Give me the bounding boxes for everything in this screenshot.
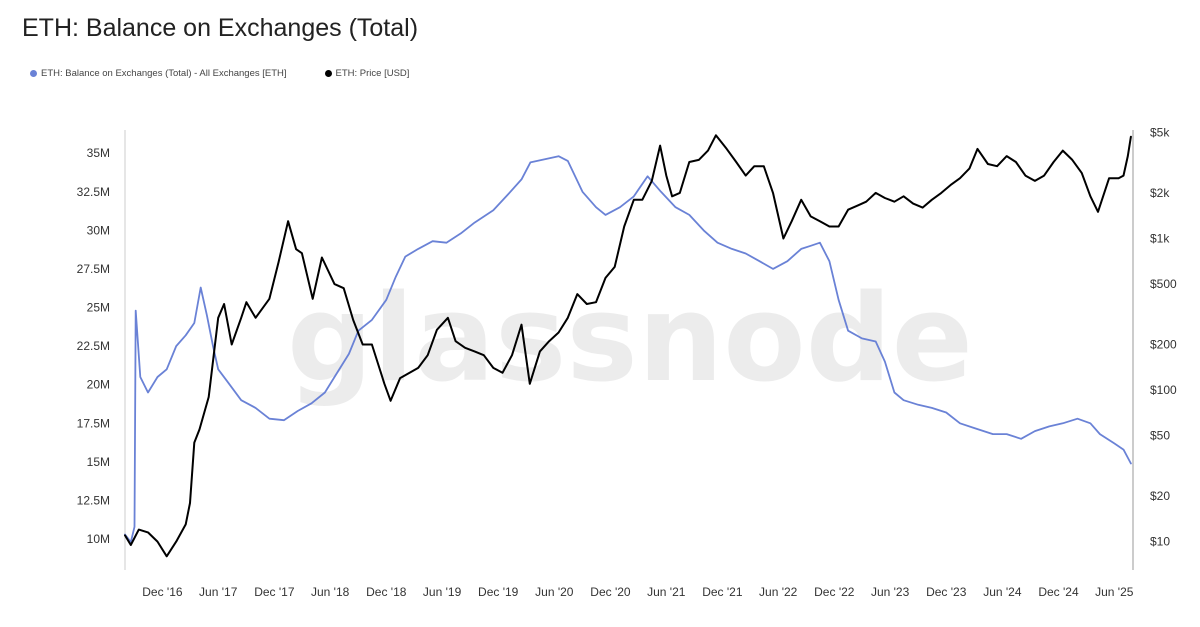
left-tick-label: 12.5M <box>77 494 110 508</box>
legend-dot-price <box>324 70 332 77</box>
legend-item-balance[interactable]: ETH: Balance on Exchanges (Total) - All … <box>30 68 287 79</box>
left-tick-label: 27.5M <box>77 262 110 276</box>
right-tick-label: $500 <box>1150 277 1177 291</box>
right-tick-label: $1k <box>1150 232 1170 246</box>
left-tick-label: 20M <box>87 378 110 392</box>
x-tick-label: Dec '16 <box>142 585 183 599</box>
left-tick-label: 30M <box>87 223 110 237</box>
right-tick-label: $20 <box>1150 489 1170 503</box>
x-tick-label: Dec '18 <box>366 585 407 599</box>
x-tick-label: Jun '21 <box>647 585 686 599</box>
right-tick-label: $5k <box>1150 126 1170 140</box>
x-tick-label: Dec '23 <box>926 585 967 599</box>
left-tick-label: 35M <box>87 146 110 160</box>
x-tick-label: Dec '17 <box>254 585 295 599</box>
series-line-price <box>124 134 1132 558</box>
left-tick-label: 25M <box>87 301 110 315</box>
x-tick-label: Dec '21 <box>702 585 743 599</box>
left-tick-label: 32.5M <box>77 185 110 199</box>
x-tick-label: Jun '24 <box>983 585 1022 599</box>
x-tick-label: Jun '18 <box>311 585 350 599</box>
right-tick-label: $100 <box>1150 383 1177 397</box>
x-tick-label: Jun '20 <box>535 585 574 599</box>
x-tick-label: Dec '20 <box>590 585 631 599</box>
x-tick-label: Dec '19 <box>478 585 519 599</box>
right-tick-label: $200 <box>1150 337 1177 351</box>
x-axis-ticks: Dec '16 Jun '17 Dec '17 Jun '18 Dec '18 Jun '… <box>142 585 1134 599</box>
right-tick-label: $10 <box>1150 535 1170 549</box>
left-tick-label: 10M <box>87 532 110 546</box>
x-tick-label: Jun '17 <box>199 585 238 599</box>
x-tick-label: Dec '24 <box>1038 585 1079 599</box>
left-tick-label: 15M <box>87 455 110 469</box>
right-axis-ticks: $10 $20 $50 $100 $200 $500 $1k $2k $5k <box>1150 126 1177 549</box>
legend-label-balance: ETH: Balance on Exchanges (Total) - All … <box>41 68 287 79</box>
legend-dot-balance <box>30 70 37 77</box>
right-tick-label: $2k <box>1150 186 1170 200</box>
right-tick-label: $50 <box>1150 429 1170 443</box>
left-tick-label: 17.5M <box>77 416 110 430</box>
x-tick-label: Jun '19 <box>423 585 462 599</box>
series-line-balance <box>124 155 1132 544</box>
watermark: glassnode <box>287 270 973 409</box>
chart-title: ETH: Balance on Exchanges (Total) <box>22 14 419 42</box>
left-tick-label: 22.5M <box>77 339 110 353</box>
legend-label-price: ETH: Price [USD] <box>335 68 410 79</box>
x-tick-label: Jun '22 <box>759 585 798 599</box>
x-tick-label: Jun '25 <box>1095 585 1134 599</box>
left-axis-ticks: 10M 12.5M 15M 17.5M 20M 22.5M 25M 27.5M 30M 32.5M… <box>77 146 110 546</box>
x-tick-label: Dec '22 <box>814 585 855 599</box>
x-tick-label: Jun '23 <box>871 585 910 599</box>
legend-item-price[interactable]: ETH: Price [USD] <box>324 68 410 79</box>
chart-legend: ETH: Balance on Exchanges (Total) - All … <box>30 68 409 79</box>
chart-series <box>124 134 1132 558</box>
